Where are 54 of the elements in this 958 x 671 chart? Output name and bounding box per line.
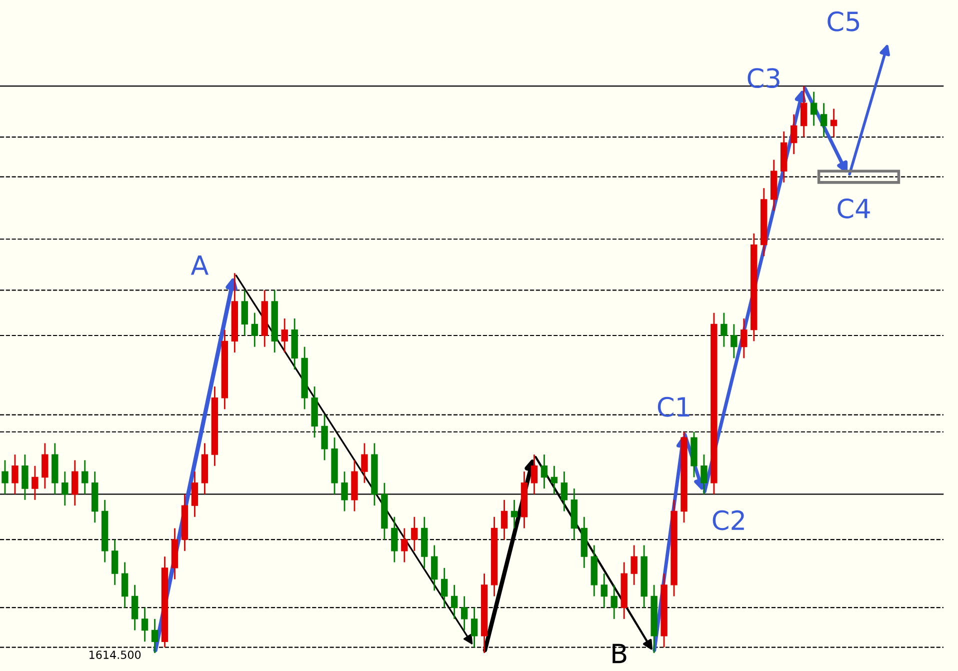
candlestick (610, 584, 618, 620)
candlestick (560, 470, 568, 512)
candlestick (740, 318, 748, 359)
candlestick (391, 516, 398, 563)
candlestick (810, 91, 818, 126)
candlestick (700, 454, 708, 495)
annotation: 1614.500 (90, 650, 141, 660)
annotation: C4 (838, 198, 870, 218)
candlestick (22, 454, 28, 501)
text: C5 (828, 11, 860, 32)
candlestick (530, 454, 538, 495)
candlestick (281, 318, 288, 354)
candlestick (730, 323, 738, 359)
candlestick (411, 516, 418, 552)
annotation: C3 (748, 68, 780, 88)
candlestick (431, 544, 438, 592)
annotation: C1 (658, 396, 690, 417)
candlestick (460, 596, 468, 631)
candlestick (82, 460, 88, 495)
candlestick (540, 454, 548, 490)
candlestick (111, 538, 118, 586)
candlestick (450, 584, 458, 620)
candlestick (720, 312, 728, 348)
candlestick (790, 114, 798, 155)
candlestick (830, 108, 838, 138)
candlestick (42, 442, 48, 490)
candlestick (62, 470, 68, 506)
candlestick (141, 606, 148, 642)
annotation: C2 (712, 510, 744, 530)
candlestick (131, 584, 138, 631)
candlestick (321, 414, 328, 461)
annotation: A (190, 256, 209, 275)
candlestick (32, 465, 38, 501)
candlestick (12, 454, 18, 495)
candlestick (241, 289, 248, 336)
candlestick (121, 562, 128, 608)
annotation: B (612, 644, 626, 664)
candlestick (441, 567, 448, 608)
candlestick (2, 460, 8, 495)
candlestick (550, 465, 558, 495)
candlestick (72, 460, 78, 506)
candlestick (600, 572, 608, 608)
candlestick (470, 606, 478, 648)
candlestick (341, 470, 348, 512)
candlestick (151, 618, 158, 654)
candlestick (500, 499, 508, 540)
candlestick (800, 85, 808, 138)
candlestick (630, 544, 638, 586)
candlestick (251, 312, 258, 348)
candlestick (361, 442, 368, 484)
candlestick (401, 528, 408, 563)
candlestick (820, 102, 828, 138)
candlestick (510, 499, 518, 529)
candlestick (191, 470, 198, 518)
